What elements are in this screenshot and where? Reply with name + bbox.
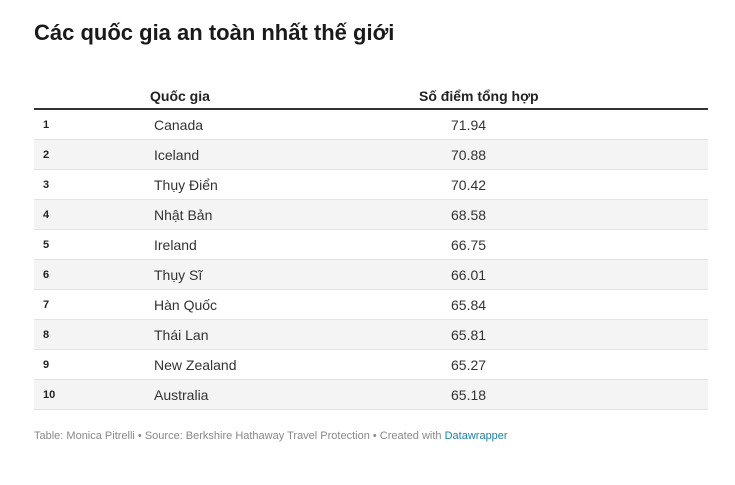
rank: 1 (43, 119, 50, 131)
rank: 8 (43, 329, 50, 341)
rank: 4 (43, 209, 50, 221)
table-row: 5 Ireland 66.75 (34, 230, 708, 260)
table-row: 4 Nhật Bản 68.58 (34, 200, 708, 230)
rank: 3 (43, 179, 50, 191)
rank: 2 (43, 149, 50, 161)
score: 65.81 (451, 327, 487, 343)
table-row: 8 Thái Lan 65.81 (34, 320, 708, 350)
column-header: Quốc gia (150, 88, 210, 104)
footer: Table: Monica Pitrelli • Source: Berkshi… (34, 430, 508, 442)
country: Canada (154, 117, 204, 133)
rank: 10 (43, 389, 56, 401)
rank: 5 (43, 239, 50, 251)
rank: 7 (43, 299, 50, 311)
table-body: 1 Canada 71.94 2 Iceland 70.88 3 Thụy Điển 70.42… (34, 110, 708, 410)
country: Thụy Điển (154, 177, 218, 193)
table-row: 2 Iceland 70.88 (34, 140, 708, 170)
country: Iceland (154, 147, 200, 163)
score: 66.01 (451, 267, 487, 283)
column-header: Số điểm tổng hợp (419, 88, 539, 104)
table-row: 6 Thụy Sĩ 66.01 (34, 260, 708, 290)
rank: 6 (43, 269, 50, 281)
score: 71.94 (451, 117, 487, 133)
table-row: 3 Thụy Điển 70.42 (34, 170, 708, 200)
footer-text: Table: Monica Pitrelli • Source: Berkshi… (34, 430, 442, 442)
score: 66.75 (451, 237, 487, 253)
footer-link[interactable]: Datawrapper (444, 430, 508, 442)
table-row: 10 Australia 65.18 (34, 380, 708, 410)
country: Thụy Sĩ (154, 267, 203, 283)
score: 65.27 (451, 357, 487, 373)
country: Australia (154, 387, 209, 403)
table-row: 7 Hàn Quốc 65.84 (34, 290, 708, 320)
country: Thái Lan (154, 327, 209, 343)
title: Các quốc gia an toàn nhất thế giới (34, 20, 395, 45)
table-row: 9 New Zealand 65.27 (34, 350, 708, 380)
score: 70.88 (451, 147, 487, 163)
score: 70.42 (451, 177, 487, 193)
score: 68.58 (451, 207, 487, 223)
table-header: Quốc gia Số điểm tổng hợp (34, 86, 708, 110)
rank: 9 (43, 359, 50, 371)
score: 65.84 (451, 297, 487, 313)
country: New Zealand (154, 357, 237, 373)
score: 65.18 (451, 387, 487, 403)
country: Hàn Quốc (154, 297, 218, 313)
country: Ireland (154, 237, 197, 253)
country: Nhật Bản (154, 207, 213, 223)
table-row: 1 Canada 71.94 (34, 110, 708, 140)
